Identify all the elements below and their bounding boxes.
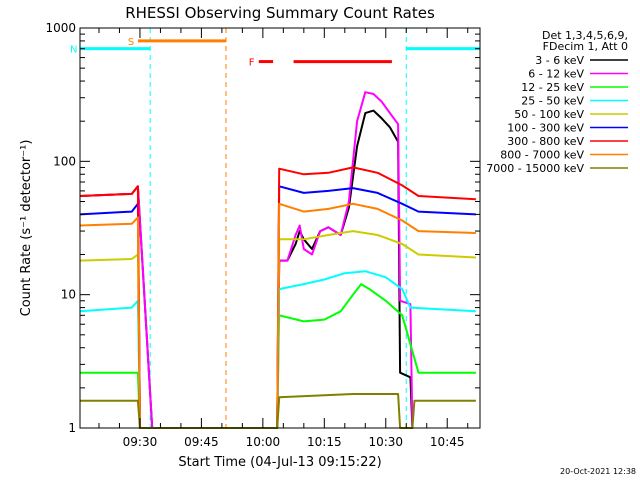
y-tick-label-1: 10 (61, 288, 76, 302)
y-axis-ticks: 1 10 100 1000 (45, 21, 480, 435)
x-tick-label-4: 10:30 (368, 435, 403, 449)
x-axis-label: Start Time (04-Jul-13 09:15:22) (178, 455, 381, 470)
legend-label-0: 3 - 6 keV (535, 54, 584, 67)
flag-label-3: F (249, 58, 255, 69)
x-tick-label-1: 09:45 (184, 435, 219, 449)
series-line-7 (79, 202, 476, 429)
y-axis-label: Count Rate (s⁻¹ detector⁻¹) (19, 140, 34, 317)
x-axis-ticks: 09:30 09:45 10:00 10:15 10:30 10:45 (98, 28, 469, 449)
legend-header-line-2: FDecim 1, Att 0 (543, 40, 628, 53)
legend: Det 1,3,4,5,6,9, FDecim 1, Att 0 3 - 6 k… (486, 29, 628, 175)
legend-label-6: 300 - 800 keV (507, 135, 584, 148)
flag-bars: S N F (70, 37, 480, 69)
y-tick-label-3: 1000 (45, 21, 76, 35)
x-tick-label-2: 10:00 (246, 435, 281, 449)
chart-title: RHESSI Observing Summary Count Rates (125, 4, 435, 22)
series-lines (79, 91, 476, 429)
legend-label-3: 25 - 50 keV (521, 95, 584, 108)
plot-frame (79, 27, 481, 429)
y-tick-label-2: 100 (53, 154, 76, 168)
x-tick-label-0: 09:30 (123, 435, 158, 449)
legend-label-7: 800 - 7000 keV (500, 149, 584, 162)
legend-header-line-1: Det 1,3,4,5,6,9, (542, 29, 628, 42)
legend-label-8: 7000 - 15000 keV (486, 162, 584, 175)
flag-label-1: N (70, 45, 77, 56)
series-line-0 (79, 109, 414, 429)
flag-label-0: S (128, 37, 134, 48)
legend-label-4: 50 - 100 keV (514, 108, 584, 121)
y-tick-label-0: 1 (68, 421, 76, 435)
legend-label-5: 100 - 300 keV (507, 122, 584, 135)
x-tick-label-5: 10:45 (430, 435, 465, 449)
series-line-6 (79, 166, 476, 429)
footer-timestamp: 20-Oct-2021 12:38 (560, 467, 636, 476)
x-tick-label-3: 10:15 (307, 435, 342, 449)
legend-label-2: 12 - 25 keV (521, 81, 584, 94)
series-line-8 (80, 393, 476, 429)
legend-label-1: 6 - 12 keV (528, 68, 584, 81)
plot-area: S N F 1 10 100 1000 09:30 09:45 10:00 10:15 10:30… (45, 21, 481, 449)
series-line-1 (79, 91, 414, 429)
